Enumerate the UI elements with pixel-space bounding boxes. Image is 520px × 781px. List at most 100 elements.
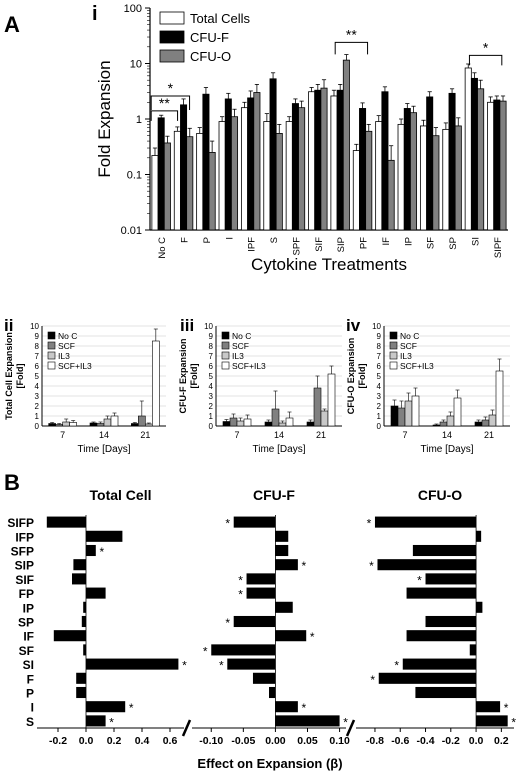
y-tick-label: 1 — [377, 412, 382, 421]
x-tick-label: 0.0 — [79, 735, 94, 747]
bar — [240, 107, 248, 231]
legend-label: No C — [232, 331, 251, 341]
y-axis-label-unit: [Fold] — [189, 364, 199, 389]
y-tick-label: 6 — [377, 362, 382, 371]
bar — [342, 59, 350, 231]
bar — [152, 340, 160, 427]
x-tick-label: -0.2 — [442, 735, 460, 747]
y-tick-label: 9 — [209, 332, 214, 341]
x-tick-label: IP — [403, 237, 414, 246]
significance-bracket — [468, 54, 503, 66]
bar — [76, 672, 86, 684]
bar — [269, 78, 277, 231]
bar — [474, 421, 483, 427]
y-tick-label: 2 — [377, 402, 382, 411]
y-tick-label: 1 — [136, 114, 142, 126]
bar — [352, 150, 360, 231]
x-tick-label: 7 — [234, 430, 239, 440]
bar — [476, 601, 483, 613]
bar — [48, 423, 56, 427]
bar — [469, 644, 477, 656]
bar — [69, 422, 77, 427]
panel-label-ii: ii — [4, 316, 13, 335]
row-label: SF — [19, 644, 34, 658]
bar — [397, 123, 405, 231]
bar — [72, 573, 86, 585]
bar — [263, 121, 271, 231]
y-tick-label: 1 — [35, 412, 40, 421]
bar — [336, 89, 344, 231]
bar — [157, 117, 165, 231]
y-tick-label: 4 — [209, 382, 214, 391]
bar — [227, 658, 276, 670]
axis-break-mark — [345, 719, 356, 737]
bar — [404, 400, 413, 427]
panel-title: Total Cell — [90, 487, 152, 503]
bar — [236, 420, 245, 427]
bar — [86, 530, 123, 542]
panel-label-i: i — [92, 3, 98, 25]
legend-swatch — [47, 351, 56, 360]
x-tick-label: -0.8 — [366, 735, 384, 747]
bar — [419, 125, 427, 231]
significance-label: ** — [159, 95, 170, 111]
bar — [86, 658, 179, 670]
y-tick-label: 10 — [204, 322, 213, 331]
bar — [477, 88, 485, 231]
panel-label-B: B — [4, 470, 20, 495]
bar — [275, 559, 298, 571]
bar — [269, 686, 276, 699]
bar — [231, 116, 239, 231]
y-axis-label-unit: [Fold] — [15, 364, 25, 389]
bar — [291, 103, 299, 231]
y-axis-label-unit: [Fold] — [357, 364, 367, 389]
bar — [390, 405, 399, 427]
bar — [83, 601, 86, 613]
y-tick-label: 2 — [209, 402, 214, 411]
bar — [86, 715, 106, 727]
bar — [96, 423, 105, 427]
row-label: SIP — [15, 559, 34, 573]
bar — [275, 530, 289, 542]
significance-star: * — [367, 517, 372, 531]
bar — [275, 701, 298, 713]
y-axis-label: Fold Expansion — [95, 60, 114, 177]
bar — [487, 101, 495, 231]
x-tick-label: -0.4 — [416, 735, 434, 747]
bar — [110, 415, 119, 427]
bar — [397, 407, 406, 427]
bar — [464, 67, 472, 231]
bar — [264, 421, 273, 427]
x-tick-label: 0.0 — [469, 735, 484, 747]
legend-swatch — [389, 351, 398, 360]
x-tick-label: SF — [426, 237, 437, 249]
bar — [375, 121, 383, 231]
bar — [493, 99, 501, 231]
x-tick-label: 21 — [484, 430, 494, 440]
bar — [233, 615, 276, 628]
bar — [330, 95, 338, 231]
y-tick-label: 2 — [35, 402, 40, 411]
bar — [406, 630, 477, 642]
significance-label: ** — [346, 26, 357, 42]
bar — [247, 97, 255, 231]
significance-star: * — [302, 559, 307, 573]
chart-fold-expansion: 0.01 0.1 1 10 100 No C F P I IPF S SPF SIF SIP PF IF IP S… — [95, 3, 508, 274]
bar — [229, 417, 238, 427]
row-label: IF — [23, 630, 34, 644]
bar — [365, 130, 373, 231]
significance-star: * — [238, 588, 243, 602]
legend-label: IL3 — [400, 351, 412, 361]
x-tick-label: 21 — [316, 430, 326, 440]
significance-star: * — [511, 715, 516, 729]
legend-swatch — [159, 49, 185, 63]
bar — [403, 108, 411, 231]
bar — [442, 128, 450, 231]
bar — [432, 135, 440, 231]
bar — [425, 615, 477, 628]
x-axis-label: Effect on Expansion (β) — [197, 756, 342, 771]
y-tick-label: 100 — [124, 3, 142, 15]
bar — [278, 422, 287, 427]
bar — [387, 159, 395, 231]
